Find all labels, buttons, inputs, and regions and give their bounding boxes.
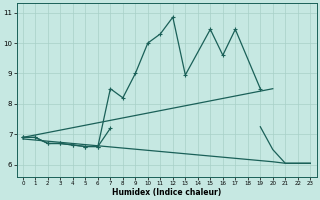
X-axis label: Humidex (Indice chaleur): Humidex (Indice chaleur)	[112, 188, 221, 197]
